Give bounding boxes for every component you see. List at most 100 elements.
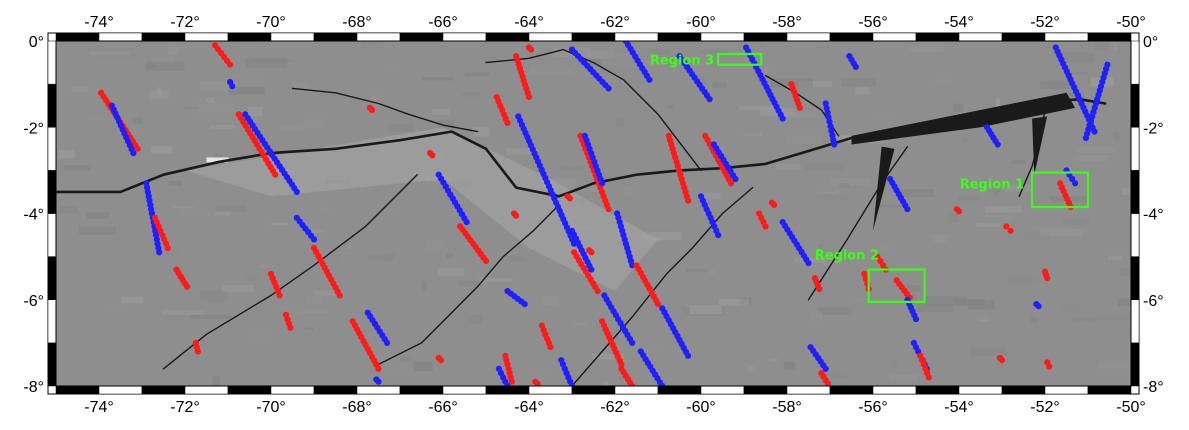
terrain-patch xyxy=(738,105,782,110)
track-blue xyxy=(568,227,595,273)
terrain-patch xyxy=(57,149,75,159)
terrain-patch xyxy=(1000,189,1008,193)
track-blue xyxy=(504,288,528,308)
track-red xyxy=(917,352,933,381)
terrain-patch xyxy=(308,272,320,280)
track-blue xyxy=(983,124,1001,148)
terrain-patch xyxy=(984,205,1022,213)
terrain-patch xyxy=(506,148,537,155)
track-red xyxy=(618,365,636,386)
terrain-patch xyxy=(210,124,235,129)
terrain-patch xyxy=(499,148,537,155)
river-rio-negro xyxy=(485,48,702,172)
track-blue xyxy=(143,180,163,256)
terrain-patch xyxy=(1024,232,1050,241)
track-red xyxy=(212,42,234,68)
terrain-patch xyxy=(471,353,503,363)
track-red xyxy=(173,266,191,290)
track-point xyxy=(164,244,171,252)
track-blue xyxy=(1082,61,1111,142)
frame-segment-top xyxy=(313,32,358,42)
track-blue xyxy=(227,78,236,90)
track-red xyxy=(953,206,963,215)
track-point xyxy=(618,361,625,368)
track-point xyxy=(654,301,662,308)
track-point xyxy=(368,106,376,114)
track-point xyxy=(822,365,829,372)
frame-segment-right xyxy=(1130,40,1140,85)
terrain-patch xyxy=(541,295,559,306)
river-japura xyxy=(291,87,479,133)
frame-segment-bottom xyxy=(227,385,272,395)
track-red xyxy=(267,270,283,299)
track-point xyxy=(1003,223,1010,230)
track-point xyxy=(862,275,869,282)
track-red xyxy=(349,318,382,372)
terrain-patch xyxy=(1008,184,1033,193)
terrain-patch xyxy=(905,285,921,292)
track-red xyxy=(493,94,511,126)
terrain-patch xyxy=(377,368,405,372)
terrain-patch xyxy=(529,67,573,74)
y-tick-label-left: -8° xyxy=(23,379,44,396)
track-red xyxy=(571,249,601,295)
terrain-patch xyxy=(587,51,615,59)
track-red xyxy=(633,262,662,308)
terrain-patch xyxy=(306,229,324,233)
terrain-patch xyxy=(819,360,843,364)
track-blue xyxy=(1033,301,1042,310)
track-point xyxy=(375,365,382,372)
track-red xyxy=(235,111,279,178)
track-point xyxy=(728,180,735,187)
terrain-patch xyxy=(322,207,330,211)
terrain-patch xyxy=(817,307,852,315)
x-tick-label-top: -54° xyxy=(944,14,974,31)
track-blue xyxy=(743,44,786,122)
frame-segment-bottom xyxy=(700,385,745,395)
track-point xyxy=(482,257,490,264)
terrain-patch xyxy=(173,205,194,208)
terrain-patch xyxy=(747,365,756,373)
terrain-patch xyxy=(699,211,709,218)
track-red xyxy=(893,277,913,301)
frame-segment-top xyxy=(98,32,143,42)
terrain-patch xyxy=(574,322,586,326)
terrain-patch xyxy=(205,97,215,103)
terrain-patch xyxy=(468,313,480,323)
x-tick-label-bottom: -74° xyxy=(84,399,114,416)
region-label: Region 3 xyxy=(650,53,714,68)
track-point xyxy=(715,232,722,239)
frame-segment-top xyxy=(356,32,401,42)
terrain-patch xyxy=(1039,229,1083,237)
terrain-patch xyxy=(908,46,944,52)
terrain-patch xyxy=(389,253,396,261)
plot-border xyxy=(55,40,1132,387)
track-point xyxy=(629,262,636,269)
track-point xyxy=(588,249,595,256)
track-point xyxy=(824,380,831,386)
terrain-patch xyxy=(506,80,534,88)
terrain-patch xyxy=(1121,188,1131,196)
track-point xyxy=(852,63,859,70)
terrain-patch xyxy=(948,213,958,223)
frame-segment-top xyxy=(872,32,917,42)
xingu-mouth xyxy=(1032,116,1048,175)
frame-segment-top xyxy=(270,32,315,42)
track-red xyxy=(513,53,533,101)
track-blue xyxy=(601,292,636,346)
track-red xyxy=(366,104,376,114)
terrain-patch xyxy=(190,314,231,319)
terrain-patch xyxy=(145,64,157,70)
terrain-patch xyxy=(212,376,220,386)
terrain-patch xyxy=(1040,81,1073,89)
terrain-patch xyxy=(1006,275,1040,285)
track-point xyxy=(779,115,786,122)
bright-patch xyxy=(206,157,229,163)
terrain-patch xyxy=(890,358,899,367)
track-point xyxy=(463,219,470,226)
frame-segment-bottom xyxy=(1044,385,1089,395)
track-point xyxy=(287,324,294,331)
terrain-patch xyxy=(63,165,91,171)
track-red xyxy=(788,81,804,111)
